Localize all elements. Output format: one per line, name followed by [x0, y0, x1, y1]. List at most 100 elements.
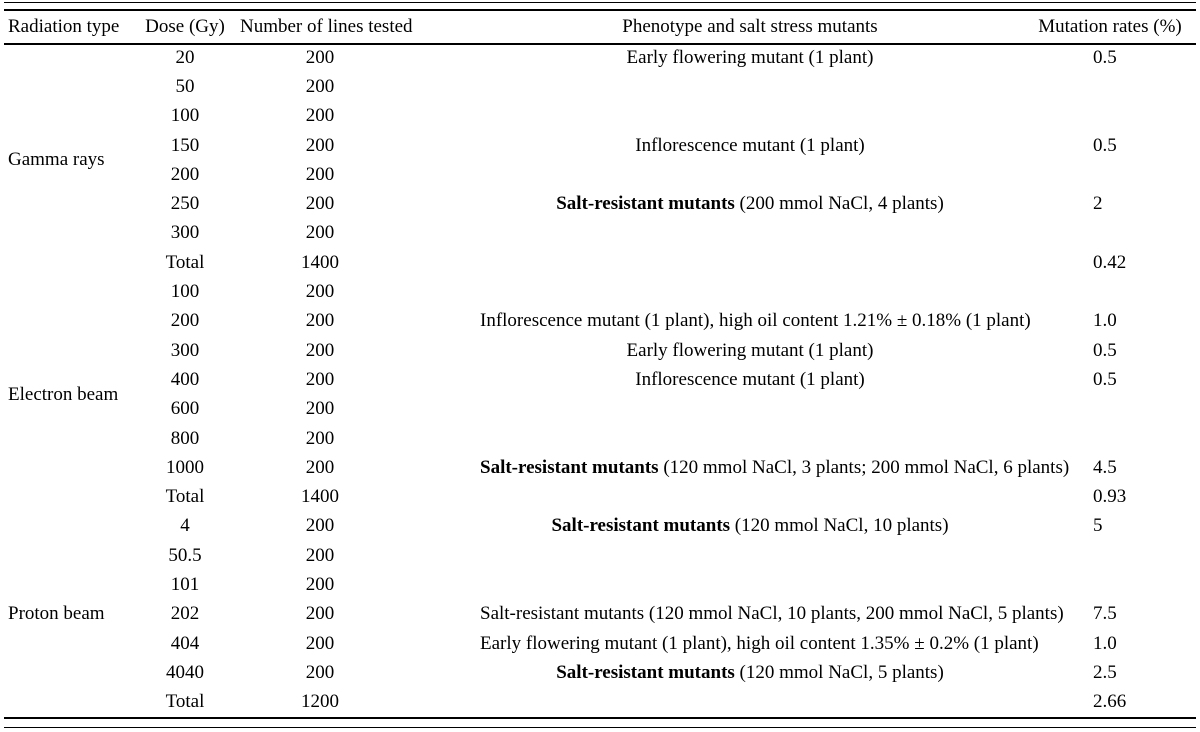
lines-cell: 1200 — [301, 691, 339, 713]
phenotype-cell: Inflorescence mutant (1 plant) — [400, 131, 1020, 160]
table-row: 200 200 Inflorescence mutant (1 plant), … — [0, 307, 1200, 336]
lines-cell: 200 — [305, 105, 335, 127]
table-row: 300 200 Early flowering mutant (1 plant)… — [0, 336, 1200, 365]
phenotype-cell: Salt-resistant mutants (120 mmol NaCl, 1… — [400, 512, 1020, 541]
rate-cell: 0.5 — [1093, 134, 1117, 156]
lines-cell: 1400 — [301, 251, 339, 273]
dose-cell: 800 — [170, 427, 200, 449]
phenotype-text: (120 mmol NaCl, 10 plants) — [730, 515, 949, 537]
phenotype-cell — [400, 424, 1020, 453]
rate-cell — [1020, 102, 1200, 131]
dose-cell: Total — [165, 251, 205, 273]
table-row: 50.5 200 — [0, 541, 1200, 570]
table-row: 200 200 — [0, 160, 1200, 189]
dose-cell: 300 — [170, 339, 200, 361]
dose-cell: 404 — [170, 632, 200, 654]
table-row-total: Total 1200 2.66 — [0, 688, 1200, 717]
lines-cell: 1400 — [301, 486, 339, 508]
dose-cell: 300 — [170, 222, 200, 244]
phenotype-cell — [400, 72, 1020, 101]
header-rule — [4, 43, 1196, 45]
rate-cell: 1.0 — [1093, 310, 1117, 332]
table-row: 4040 200 Salt-resistant mutants (120 mmo… — [0, 658, 1200, 687]
rate-cell: 0.5 — [1093, 368, 1117, 390]
lines-cell: 200 — [305, 368, 335, 390]
dose-cell: 4040 — [166, 661, 204, 683]
rate-cell: 1.0 — [1093, 632, 1117, 654]
column-header-radiation-type: Radiation type — [8, 16, 120, 37]
lines-cell: 200 — [305, 456, 335, 478]
phenotype-cell: Early flowering mutant (1 plant) — [400, 336, 1020, 365]
table-row: 800 200 — [0, 424, 1200, 453]
rate-cell — [1020, 570, 1200, 599]
phenotype-cell — [400, 570, 1020, 599]
table-row: Gamma rays 20 200 Early flowering mutant… — [0, 43, 1200, 171]
table-row: 600 200 — [0, 395, 1200, 424]
column-header-dose: Dose (Gy) — [145, 16, 225, 37]
table-row: 100 200 — [0, 102, 1200, 131]
lines-cell: 200 — [305, 339, 335, 361]
table-row: 250 200 Salt-resistant mutants (200 mmol… — [0, 189, 1200, 218]
lines-cell: 200 — [305, 222, 335, 244]
phenotype-text: Inflorescence mutant (1 plant) — [635, 134, 865, 156]
rate-cell — [1020, 160, 1200, 189]
lines-cell: 200 — [305, 573, 335, 595]
rate-cell: 0.5 — [1093, 339, 1117, 361]
phenotype-cell: Salt-resistant mutants (200 mmol NaCl, 4… — [400, 189, 1020, 218]
phenotype-text: Inflorescence mutant (1 plant), high oil… — [480, 310, 1031, 332]
phenotype-cell: Early flowering mutant (1 plant) — [400, 43, 1020, 72]
column-header-mutation-rates: Mutation rates (%) — [1038, 16, 1182, 37]
dose-cell: 100 — [170, 281, 200, 303]
phenotype-text: (120 mmol NaCl, 5 plants) — [734, 661, 944, 683]
dose-cell: 101 — [170, 573, 200, 595]
phenotype-text: Early flowering mutant (1 plant) — [626, 339, 874, 361]
dose-cell: 1000 — [166, 456, 204, 478]
dose-cell: Total — [165, 486, 205, 508]
dose-cell: 200 — [170, 310, 200, 332]
dose-cell: 50 — [175, 75, 195, 97]
rate-cell: 2.66 — [1093, 691, 1127, 713]
table-row: 150 200 Inflorescence mutant (1 plant) 0… — [0, 131, 1200, 160]
rate-cell: 2.5 — [1093, 661, 1117, 683]
lines-cell: 200 — [305, 632, 335, 654]
phenotype-text: Early flowering mutant (1 plant) — [626, 46, 874, 68]
dose-cell: 600 — [170, 398, 200, 420]
phenotype-bold-text: Salt-resistant mutants — [556, 661, 735, 683]
mutation-data-table: Radiation type Dose (Gy) Number of lines… — [0, 11, 1200, 717]
dose-cell: 200 — [170, 163, 200, 185]
dose-cell: 250 — [170, 193, 200, 215]
phenotype-text: Early flowering mutant (1 plant), high o… — [480, 632, 1039, 654]
phenotype-cell — [400, 248, 1020, 277]
lines-cell: 200 — [305, 134, 335, 156]
phenotype-cell — [400, 395, 1020, 424]
rate-cell: 0.93 — [1093, 486, 1127, 508]
table-row-total: Total 1400 0.42 — [0, 248, 1200, 277]
dose-cell: 50.5 — [168, 544, 202, 566]
phenotype-cell: Salt-resistant mutants (120 mmol NaCl, 5… — [400, 658, 1020, 687]
phenotype-cell — [400, 102, 1020, 131]
rate-cell: 4.5 — [1093, 456, 1117, 478]
phenotype-cell: Inflorescence mutant (1 plant), high oil… — [400, 307, 1031, 336]
rate-cell — [1020, 541, 1200, 570]
phenotype-text: (200 mmol NaCl, 4 plants) — [734, 193, 944, 215]
table-row: 50 200 — [0, 72, 1200, 101]
lines-cell: 200 — [305, 75, 335, 97]
table-row: 300 200 — [0, 219, 1200, 248]
header-row: Radiation type Dose (Gy) Number of lines… — [0, 11, 1200, 43]
bottom-thick-rule — [4, 717, 1196, 719]
lines-cell: 200 — [305, 427, 335, 449]
phenotype-cell: Inflorescence mutant (1 plant) — [400, 365, 1020, 394]
table-row: Electron beam 100 200 — [0, 277, 1200, 405]
lines-cell: 200 — [305, 163, 335, 185]
rate-cell: 0.42 — [1093, 251, 1127, 273]
lines-cell: 200 — [305, 193, 335, 215]
phenotype-cell: Salt-resistant mutants (120 mmol NaCl, 1… — [400, 600, 1064, 629]
lines-cell: 200 — [305, 46, 335, 68]
radiation-type-cell: Electron beam — [8, 383, 119, 405]
phenotype-cell — [400, 219, 1020, 248]
table-row: 101 200 — [0, 570, 1200, 599]
lines-cell: 200 — [305, 281, 335, 303]
phenotype-cell — [400, 277, 1020, 306]
rate-cell — [1020, 277, 1200, 306]
phenotype-cell — [400, 688, 1020, 717]
